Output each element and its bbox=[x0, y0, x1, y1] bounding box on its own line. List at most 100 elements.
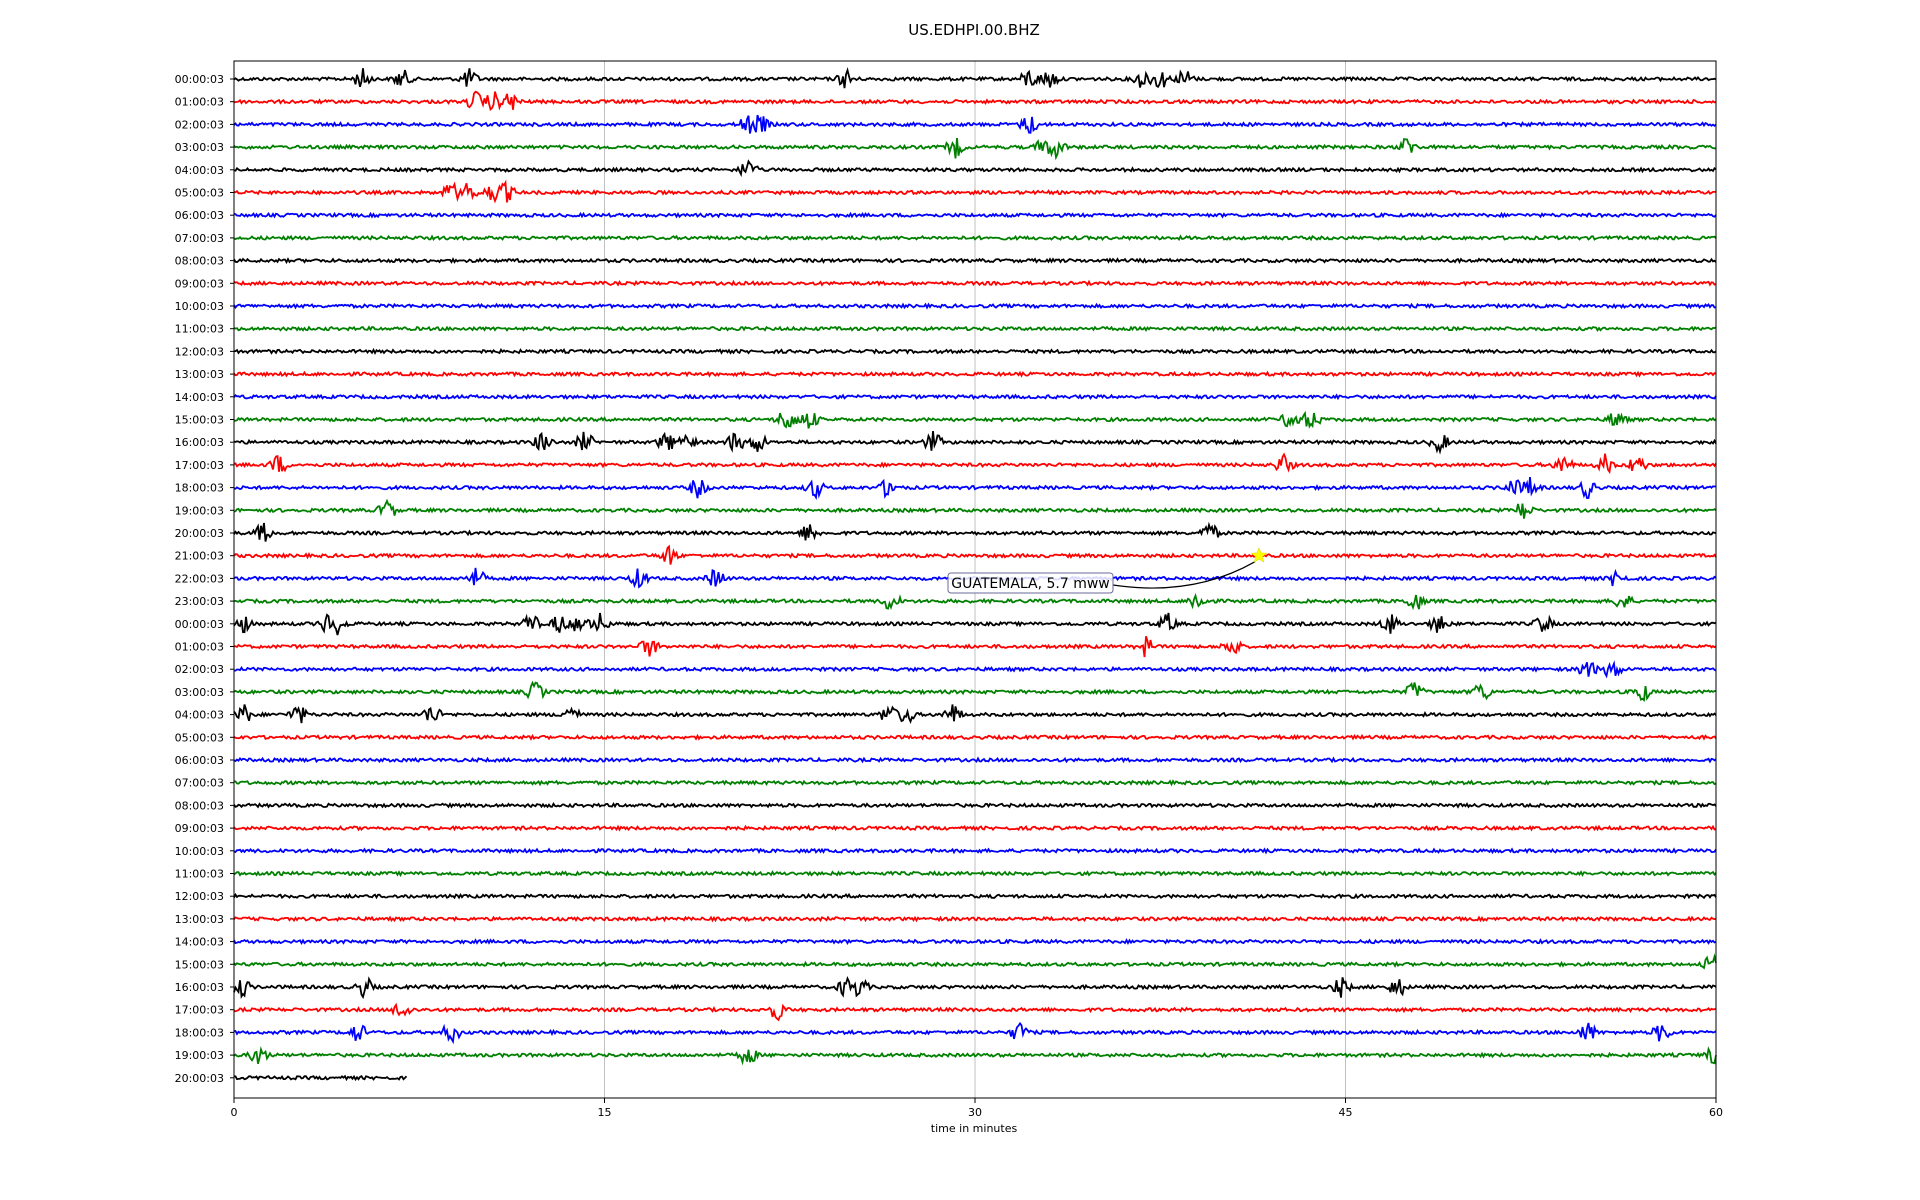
x-tick-label: 60 bbox=[1709, 1106, 1723, 1119]
row-time-label: 02:00:03 bbox=[175, 118, 224, 131]
row-time-label: 16:00:03 bbox=[175, 981, 224, 994]
seismic-trace bbox=[233, 976, 1717, 1000]
seismic-trace bbox=[233, 847, 1717, 855]
row-time-label: 11:00:03 bbox=[175, 323, 224, 336]
seismic-trace bbox=[233, 257, 1717, 265]
seismic-trace bbox=[233, 733, 1717, 741]
row-time-label: 06:00:03 bbox=[175, 209, 224, 222]
seismic-trace bbox=[233, 756, 1717, 764]
row-time-label: 01:00:03 bbox=[175, 641, 224, 654]
seismic-trace bbox=[233, 179, 1717, 204]
seismic-trace bbox=[233, 870, 1717, 878]
row-time-label: 22:00:03 bbox=[175, 572, 224, 585]
seismic-trace bbox=[233, 892, 1717, 900]
row-time-label: 15:00:03 bbox=[175, 414, 224, 427]
seismic-trace bbox=[233, 452, 1717, 475]
row-time-label: 10:00:03 bbox=[175, 300, 224, 313]
seismic-trace bbox=[233, 1002, 1717, 1022]
row-time-label: 14:00:03 bbox=[175, 936, 224, 949]
seismic-trace bbox=[233, 159, 1717, 178]
row-time-label: 13:00:03 bbox=[175, 913, 224, 926]
seismic-trace bbox=[233, 90, 1717, 112]
row-time-label: 01:00:03 bbox=[175, 96, 224, 109]
seismic-trace bbox=[233, 938, 1717, 946]
row-time-label: 10:00:03 bbox=[175, 845, 224, 858]
row-time-label: 20:00:03 bbox=[175, 527, 224, 540]
x-tick-label: 45 bbox=[1339, 1106, 1353, 1119]
seismic-trace bbox=[233, 953, 1717, 970]
row-time-label: 19:00:03 bbox=[175, 504, 224, 517]
seismic-trace bbox=[233, 325, 1717, 333]
annotation-label: GUATEMALA, 5.7 mww bbox=[951, 576, 1110, 592]
row-time-label: 20:00:03 bbox=[175, 1072, 224, 1085]
plot-frame bbox=[233, 60, 1717, 1099]
row-time-label: 07:00:03 bbox=[175, 232, 224, 245]
seismic-trace bbox=[233, 612, 1717, 636]
row-time-label: 07:00:03 bbox=[175, 777, 224, 790]
seismic-trace bbox=[233, 824, 1717, 832]
row-time-label: 09:00:03 bbox=[175, 277, 224, 290]
annotation-box bbox=[947, 572, 1114, 594]
row-time-label: 12:00:03 bbox=[175, 890, 224, 903]
seismic-trace bbox=[233, 370, 1717, 378]
row-label-group: 00:00:03 01:00:03 02:00:03 03:00:03 04:00:03… bbox=[175, 73, 234, 1085]
row-time-label: 17:00:03 bbox=[175, 459, 224, 472]
seismic-trace bbox=[233, 279, 1717, 287]
row-time-label: 05:00:03 bbox=[175, 187, 224, 200]
seismic-trace bbox=[233, 234, 1717, 242]
x-tick-label: 30 bbox=[968, 1106, 982, 1119]
seismic-trace bbox=[233, 1046, 1717, 1066]
row-time-label: 00:00:03 bbox=[175, 618, 224, 631]
seismic-trace bbox=[233, 636, 1717, 658]
seismic-trace bbox=[233, 1074, 408, 1082]
row-time-label: 15:00:03 bbox=[175, 958, 224, 971]
seismic-trace bbox=[233, 915, 1717, 923]
row-time-label: 00:00:03 bbox=[175, 73, 224, 86]
row-time-label: 03:00:03 bbox=[175, 141, 224, 154]
row-time-label: 11:00:03 bbox=[175, 868, 224, 881]
seismic-trace bbox=[233, 593, 1717, 611]
row-time-label: 09:00:03 bbox=[175, 822, 224, 835]
event-annotation: GUATEMALA, 5.7 mww bbox=[947, 547, 1268, 594]
row-time-label: 08:00:03 bbox=[175, 799, 224, 812]
event-star-icon bbox=[1250, 547, 1268, 563]
seismic-trace bbox=[233, 431, 1717, 455]
seismic-trace bbox=[233, 498, 1717, 519]
seismic-trace bbox=[233, 521, 1717, 542]
row-time-label: 05:00:03 bbox=[175, 731, 224, 744]
seismic-trace bbox=[233, 302, 1717, 310]
row-time-label: 08:00:03 bbox=[175, 255, 224, 268]
row-time-label: 14:00:03 bbox=[175, 391, 224, 404]
annotation-connector bbox=[1112, 561, 1256, 589]
seismic-trace bbox=[234, 1021, 1717, 1045]
row-time-label: 23:00:03 bbox=[175, 595, 224, 608]
seismic-trace bbox=[234, 410, 1717, 429]
row-time-label: 03:00:03 bbox=[175, 686, 224, 699]
seismic-trace bbox=[233, 138, 1717, 161]
seismic-trace bbox=[233, 680, 1717, 702]
seismic-trace bbox=[233, 477, 1717, 501]
row-time-label: 13:00:03 bbox=[175, 368, 224, 381]
row-time-label: 04:00:03 bbox=[175, 709, 224, 722]
row-time-label: 21:00:03 bbox=[175, 550, 224, 563]
seismic-trace bbox=[233, 347, 1717, 355]
x-tick-group: 0 15 30 45 60 bbox=[231, 1098, 1723, 1119]
seismic-trace bbox=[233, 393, 1717, 401]
trace-group bbox=[233, 67, 1717, 1082]
row-time-label: 02:00:03 bbox=[175, 663, 224, 676]
seismic-trace bbox=[233, 211, 1717, 219]
seismic-trace bbox=[234, 660, 1717, 679]
seismic-trace bbox=[234, 779, 1717, 787]
x-tick-label: 0 bbox=[231, 1106, 238, 1119]
row-time-label: 06:00:03 bbox=[175, 754, 224, 767]
row-time-label: 12:00:03 bbox=[175, 345, 224, 358]
row-time-label: 18:00:03 bbox=[175, 482, 224, 495]
row-time-label: 16:00:03 bbox=[175, 436, 224, 449]
seismic-trace bbox=[233, 704, 1717, 724]
row-time-label: 18:00:03 bbox=[175, 1026, 224, 1039]
seismic-trace bbox=[233, 544, 1717, 565]
row-time-label: 19:00:03 bbox=[175, 1049, 224, 1062]
row-time-label: 17:00:03 bbox=[175, 1004, 224, 1017]
seismic-trace bbox=[233, 801, 1717, 809]
row-time-label: 04:00:03 bbox=[175, 164, 224, 177]
